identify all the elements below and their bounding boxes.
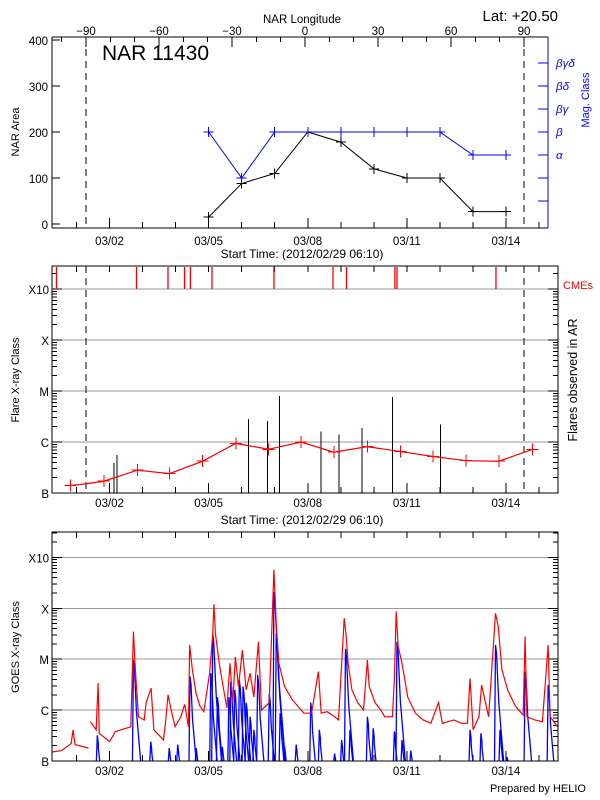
goes-short-spike xyxy=(278,713,285,761)
goes-short-spike xyxy=(227,697,235,761)
goes-short-spike xyxy=(365,716,372,761)
goes-short-spike xyxy=(215,697,223,761)
y-tick-label: C xyxy=(41,438,49,450)
goes-long-line xyxy=(52,729,89,753)
credit-label: Prepared by HELIO xyxy=(490,783,586,795)
goes-short-spike xyxy=(505,756,509,761)
y2-tick-label: α xyxy=(556,150,563,162)
goes-short-spike xyxy=(409,750,413,761)
goes-short-spike xyxy=(211,633,223,761)
panel2-xlabel: Start Time: (2012/02/29 06:10) xyxy=(221,513,384,527)
goes-short-spike xyxy=(340,739,345,761)
goes-short-spike xyxy=(95,735,101,761)
panel2-frame xyxy=(51,265,559,494)
lon-tick-label: −60 xyxy=(149,26,169,38)
x-tick-label: 03/08 xyxy=(293,236,322,248)
y-tick-label: 100 xyxy=(29,174,48,186)
y-tick-label: X10 xyxy=(29,553,49,565)
x-tick-label: 03/05 xyxy=(194,236,223,248)
y-tick-label: B xyxy=(41,489,49,501)
y-tick-label: 0 xyxy=(42,220,48,232)
y2-tick-label: βγδ xyxy=(555,58,575,70)
goes-short-spike xyxy=(176,744,181,761)
goes-short-spike xyxy=(220,746,225,761)
x-tick-label: 03/05 xyxy=(194,498,223,510)
y2-tick-label: βδ xyxy=(555,81,570,93)
x-tick-label: 03/11 xyxy=(393,766,421,778)
lon-tick-label: 30 xyxy=(372,26,385,38)
goes-short-spike xyxy=(317,729,323,761)
goes-short-spike xyxy=(493,644,505,761)
x-tick-label: 03/05 xyxy=(194,766,223,778)
y-tick-label: 300 xyxy=(29,82,48,94)
goes-short-spike xyxy=(348,729,354,761)
goes-short-spike xyxy=(498,729,504,761)
goes-short-spike xyxy=(188,676,197,761)
goes-short-spike xyxy=(479,733,485,761)
panel1-xlabel: Start Time: (2012/02/29 06:10) xyxy=(221,247,384,261)
nar-title: NAR 11430 xyxy=(102,42,209,65)
goes-short-spike xyxy=(294,744,299,761)
x-tick-label: 03/14 xyxy=(492,498,521,510)
nar-area-line xyxy=(208,131,506,218)
goes-short-spike xyxy=(256,674,265,761)
goes-short-spike xyxy=(267,693,275,761)
latitude-label: Lat: +20.50 xyxy=(483,8,558,25)
x-tick-label: 03/11 xyxy=(393,236,421,248)
goes-short-spike xyxy=(343,648,355,761)
panel1-y2label: Mag. Class xyxy=(580,72,592,128)
goes-short-spike xyxy=(252,729,258,761)
x-tick-label: 03/08 xyxy=(293,498,322,510)
goes-short-spike xyxy=(149,741,154,761)
panel3-ylabel: GOES X-ray Class xyxy=(10,601,22,693)
x-tick-label: 03/14 xyxy=(492,236,521,248)
y-tick-label: X xyxy=(41,336,49,348)
plot-layer: 0 100 200 300 400 αβ βγ βδ βγδ −90 −60 −30 0 30 60 90 03… xyxy=(29,26,576,778)
x-tick-label: 03/11 xyxy=(393,498,421,510)
lon-tick-label: −90 xyxy=(76,26,96,38)
y-tick-label: M xyxy=(39,655,49,667)
y-tick-label: 400 xyxy=(29,36,48,48)
y-tick-label: C xyxy=(41,706,49,718)
mag-class-line xyxy=(208,131,506,179)
y-tick-label: X xyxy=(41,604,49,616)
y-tick-label: 200 xyxy=(29,128,48,140)
goes-short-spike xyxy=(333,753,337,761)
goes-short-spike xyxy=(283,746,287,761)
cme-label: CMEs xyxy=(563,280,593,292)
lon-tick-label: 60 xyxy=(445,26,458,38)
top-axis-label: NAR Longitude xyxy=(263,14,341,26)
goes-short-spike xyxy=(241,686,250,761)
goes-short-spike xyxy=(468,729,474,761)
goes-short-spike xyxy=(400,739,405,761)
goes-short-spike xyxy=(371,728,377,761)
goes-curves xyxy=(52,569,558,761)
x-tick-label: 03/02 xyxy=(95,766,124,778)
y-tick-label: B xyxy=(41,757,49,769)
lon-tick-label: 0 xyxy=(302,26,308,38)
y2-tick-label: β xyxy=(555,127,563,139)
y-tick-label: M xyxy=(39,387,49,399)
x-tick-label: 03/02 xyxy=(95,236,124,248)
goes-short-spike xyxy=(248,716,255,761)
panel3-frame xyxy=(51,531,559,762)
x-tick-label: 03/14 xyxy=(492,766,521,778)
goes-long-line xyxy=(89,569,558,743)
panel2-y2label: Flares observed in AR xyxy=(566,319,580,442)
lon-tick-label: 90 xyxy=(518,26,531,38)
goes-short-spike xyxy=(395,641,406,761)
y2-tick-label: βγ xyxy=(555,104,570,116)
x-tick-label: 03/02 xyxy=(95,498,124,510)
x-tick-label: 03/08 xyxy=(293,766,322,778)
panel1-ylabel: NAR Area xyxy=(10,107,22,157)
lon-tick-label: −30 xyxy=(222,26,242,38)
flare-average-line xyxy=(70,441,533,487)
goes-short-spike xyxy=(194,747,199,761)
panel2-ylabel: Flare X-ray Class xyxy=(10,337,22,422)
goes-short-spike xyxy=(167,747,172,761)
y-tick-label: X10 xyxy=(29,285,49,297)
goes-short-spike xyxy=(131,659,142,761)
